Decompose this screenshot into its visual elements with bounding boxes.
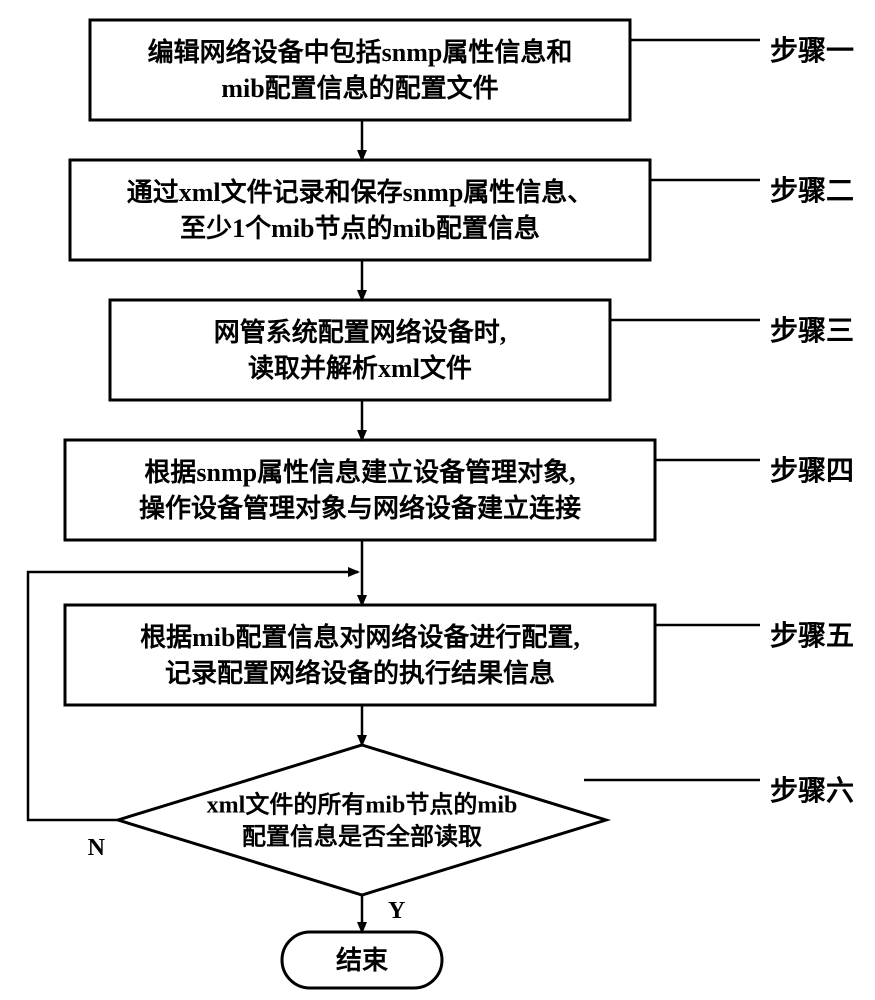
- decision-node: [118, 745, 606, 895]
- node-step2: [70, 160, 650, 260]
- node-step1-line-0: 编辑网络设备中包括snmp属性信息和: [148, 37, 573, 67]
- flowchart-diagram: 编辑网络设备中包括snmp属性信息和 mib配置信息的配置文件通过xml文件记录和…: [0, 0, 875, 1000]
- node-step1-line-1: mib配置信息的配置文件: [221, 73, 498, 103]
- step-label-step6: 步骤六: [770, 775, 854, 807]
- node-step5-line-0: 根据mib配置信息对网络设备进行配置,: [140, 622, 580, 652]
- decision-line-0: xml文件的所有mib节点的mib: [207, 790, 518, 818]
- decision-line-1: 配置信息是否全部读取: [242, 822, 482, 850]
- node-step5-line-1: 记录配置网络设备的执行结果信息: [165, 658, 555, 688]
- node-step5: [65, 605, 655, 705]
- step-label-step1: 步骤一: [770, 35, 854, 67]
- end-label: 结束: [336, 945, 389, 975]
- node-step2-line-0: 通过xml文件记录和保存snmp属性信息、: [127, 177, 594, 207]
- node-step4-line-1: 操作设备管理对象与网络设备建立连接: [139, 493, 581, 523]
- step-label-step4: 步骤四: [770, 455, 854, 487]
- branch-no-label: N: [88, 835, 106, 861]
- node-step2-line-1: 至少1个mib节点的mib配置信息: [180, 213, 540, 243]
- branch-yes-label: Y: [388, 898, 405, 924]
- node-step3-line-1: 读取并解析xml文件: [248, 353, 472, 383]
- node-step1: [90, 20, 630, 120]
- node-step4-line-0: 根据snmp属性信息建立设备管理对象,: [144, 457, 575, 487]
- step-label-step3: 步骤三: [770, 315, 854, 347]
- node-step3-line-0: 网管系统配置网络设备时,: [214, 317, 507, 347]
- step-label-step5: 步骤五: [770, 620, 854, 652]
- node-step3: [110, 300, 610, 400]
- node-step4: [65, 440, 655, 540]
- step-label-step2: 步骤二: [770, 175, 854, 207]
